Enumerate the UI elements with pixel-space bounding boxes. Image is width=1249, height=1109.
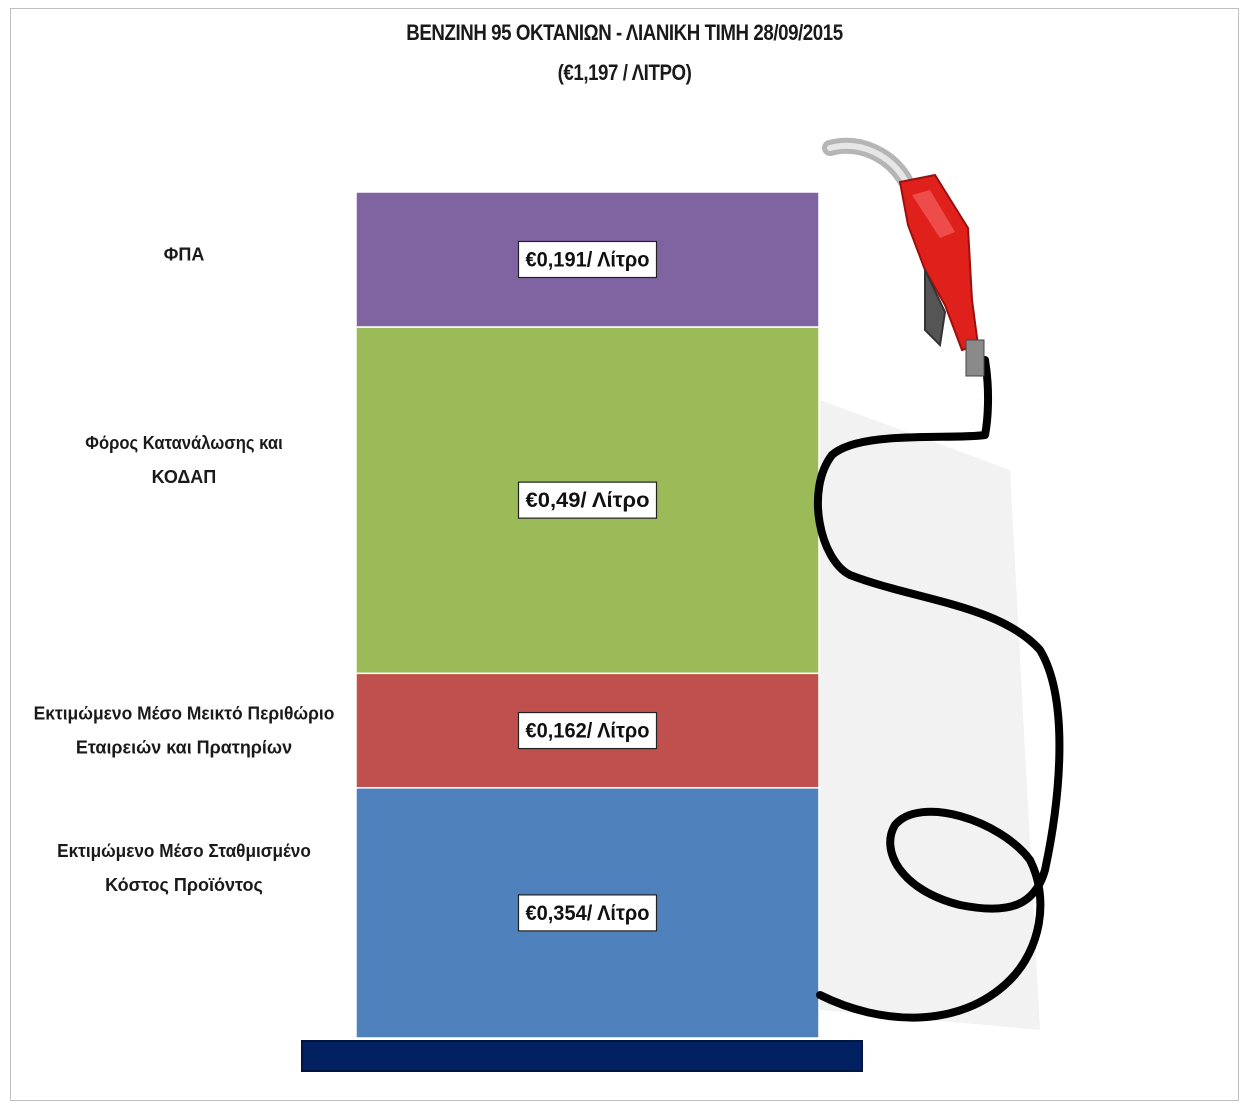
pump-base [301, 1040, 863, 1072]
category-label-3-line-1: Φόρος Κατανάλωσης και [85, 433, 282, 453]
value-label-1: €0,354/ Λίτρο [526, 902, 650, 925]
category-label-2-line-1: Εκτιμώμενο Μέσο Μεικτό Περιθώριο [34, 704, 335, 724]
category-label-3-line-2: ΚΟΔΑΠ [152, 467, 217, 487]
hose-shadow [820, 400, 1040, 1030]
category-label-1-line-1: Εκτιμώμενο Μέσο Σταθμισμένο [57, 841, 311, 861]
bar-segments: €0,354/ Λίτρο Εκτιμώμενο Μέσο Σταθμισμένο… [34, 191, 820, 1039]
chart-frame [10, 8, 1239, 1101]
category-label-1-line-2: Κόστος Προϊόντος [105, 875, 263, 895]
fuel-nozzle-icon [822, 137, 985, 377]
value-label-box-2 [517, 711, 658, 750]
value-label-4: €0,191/ Λίτρο [526, 248, 650, 271]
chart-title: ΒΕΝΖΙΝΗ 95 ΟΚΤΑΝΙΩΝ - ΛΙΑΝΙΚΗ ΤΙΜΗ 28/09… [406, 20, 843, 45]
category-label-4-line-1: ΦΠΑ [164, 244, 205, 264]
value-label-3: €0,49/ Λίτρο [526, 489, 650, 512]
value-label-2: €0,162/ Λίτρο [526, 720, 650, 743]
value-label-box-3 [517, 481, 658, 519]
value-label-box-1 [517, 894, 658, 932]
fuel-hose-icon [813, 356, 1064, 1022]
chart-subtitle: (€1,197 / ΛΙΤΡΟ) [557, 60, 692, 85]
value-label-box-4 [517, 240, 658, 279]
category-label-2-line-2: Εταιρειών και Πρατηρίων [76, 738, 292, 758]
